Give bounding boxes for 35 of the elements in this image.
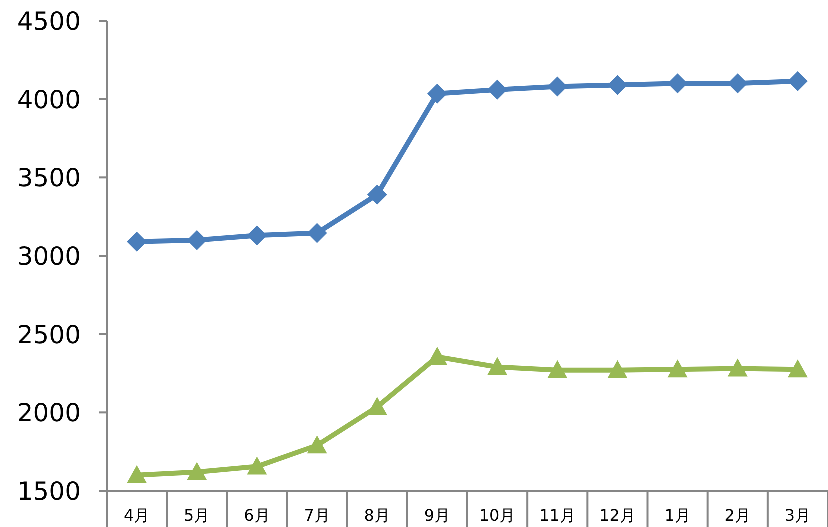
point: [247, 226, 268, 246]
x-tick-label: 9月: [424, 506, 451, 525]
y-tick-label: 2000: [17, 398, 81, 428]
x-tick-label: 12月: [600, 506, 636, 525]
x-tick-label: 3月: [784, 506, 812, 525]
point: [187, 230, 208, 250]
point: [127, 465, 148, 484]
y-tick-label: 3500: [17, 164, 81, 193]
x-tick-label: 2月: [724, 506, 751, 525]
x-tick-label: 1月: [664, 506, 691, 525]
point: [427, 84, 448, 104]
x-tick-label: 5月: [184, 506, 210, 525]
point: [548, 360, 568, 378]
point: [728, 358, 748, 377]
point: [367, 184, 388, 205]
point: [187, 462, 208, 480]
point: [367, 397, 388, 416]
y-tick-label: 3000: [17, 242, 81, 271]
x-tick-label: 4月: [124, 506, 150, 525]
point: [668, 360, 688, 378]
point: [307, 223, 328, 244]
point: [608, 360, 628, 378]
x-tick-label: 7月: [304, 506, 330, 525]
x-tick-label: 8月: [364, 506, 390, 525]
x-tick-label: 10月: [479, 506, 516, 525]
y-tick-label: 4500: [17, 7, 81, 36]
point: [788, 360, 808, 378]
y-tick-label: 2500: [17, 320, 81, 350]
y-tick-label: 1500: [17, 477, 81, 506]
point: [247, 456, 268, 475]
y-tick-label: 4000: [17, 85, 81, 114]
x-tick-label: 11月: [539, 506, 576, 525]
x-tick-label: 6月: [244, 506, 270, 525]
point: [488, 357, 508, 376]
point: [307, 436, 328, 454]
